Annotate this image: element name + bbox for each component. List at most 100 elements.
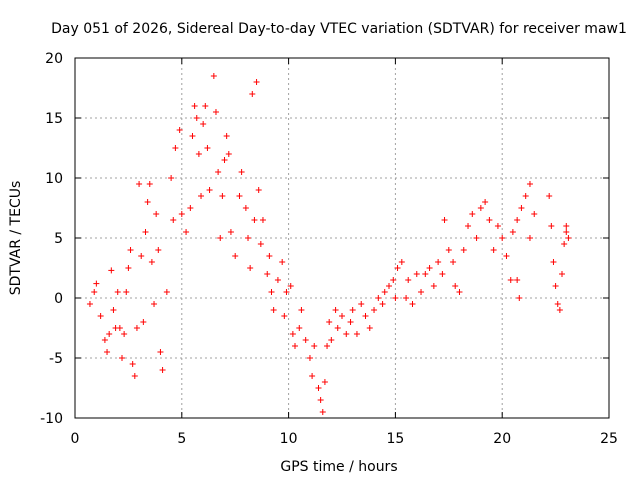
data-point	[469, 211, 476, 217]
data-point	[334, 325, 341, 331]
data-point	[486, 217, 493, 223]
data-point	[516, 295, 523, 301]
data-point	[93, 280, 100, 287]
data-point	[210, 73, 217, 79]
data-point	[170, 217, 177, 223]
data-point	[550, 259, 557, 265]
data-point	[219, 193, 226, 199]
data-point	[559, 271, 566, 277]
x-tick-label: 5	[177, 431, 186, 447]
data-point	[259, 217, 266, 223]
data-point	[409, 301, 416, 307]
y-tick-label: -5	[49, 351, 63, 367]
data-point	[257, 241, 264, 247]
y-tick-label: 10	[45, 171, 63, 187]
data-point	[499, 235, 506, 241]
data-point	[371, 307, 378, 313]
data-point	[418, 289, 425, 295]
data-point	[422, 271, 429, 277]
data-point	[298, 307, 305, 313]
data-point	[221, 157, 228, 163]
data-point	[321, 379, 328, 385]
y-ticks: -10 -5 0 5 10 15 20	[40, 51, 609, 427]
data-point	[146, 181, 153, 187]
data-point	[339, 313, 345, 319]
data-point	[441, 217, 448, 223]
data-point	[127, 247, 134, 253]
data-point	[155, 247, 162, 253]
data-point	[413, 271, 420, 277]
data-point	[490, 247, 497, 253]
data-point	[159, 367, 166, 373]
data-point	[238, 169, 245, 175]
data-point	[460, 247, 467, 253]
data-point	[473, 235, 480, 241]
data-point	[522, 193, 529, 199]
data-point	[514, 277, 521, 283]
data-point	[253, 79, 260, 85]
data-point	[439, 271, 446, 277]
data-point	[195, 151, 202, 157]
data-point	[435, 259, 442, 265]
data-point	[251, 217, 258, 223]
data-point	[292, 343, 299, 349]
data-point	[110, 307, 117, 313]
data-point	[319, 409, 326, 415]
x-tick-label: 0	[71, 431, 80, 447]
data-point	[144, 199, 151, 205]
data-point	[106, 331, 113, 337]
x-axis-label: GPS time / hours	[280, 459, 397, 475]
data-point	[217, 235, 224, 241]
data-point	[398, 259, 405, 265]
data-point	[140, 319, 147, 325]
data-point	[317, 397, 324, 403]
data-point	[247, 265, 254, 271]
data-point	[452, 283, 459, 289]
data-point	[302, 337, 309, 343]
data-point	[151, 301, 158, 307]
data-point	[198, 193, 205, 199]
data-point	[133, 325, 140, 331]
data-point	[270, 307, 277, 313]
data-point	[315, 385, 322, 391]
data-point	[193, 115, 200, 121]
data-point	[215, 169, 222, 175]
data-point	[242, 205, 249, 211]
data-point	[200, 121, 207, 127]
data-point	[116, 325, 123, 331]
data-point	[552, 283, 559, 289]
data-point	[138, 253, 145, 259]
data-point	[97, 313, 104, 319]
data-point	[86, 301, 93, 307]
data-point	[394, 265, 401, 271]
data-point	[172, 145, 179, 151]
data-point	[507, 277, 514, 283]
data-point	[176, 127, 183, 133]
data-point	[283, 289, 290, 295]
data-point	[366, 325, 373, 331]
data-point	[189, 133, 196, 139]
data-point	[362, 313, 369, 319]
data-point	[225, 151, 232, 157]
data-point	[390, 277, 397, 283]
data-point	[136, 181, 143, 187]
data-point	[526, 235, 533, 241]
data-point	[157, 349, 164, 355]
data-point	[108, 267, 115, 274]
data-point	[178, 211, 185, 217]
data-point	[563, 223, 570, 229]
data-point	[191, 103, 198, 109]
data-point	[142, 229, 149, 235]
data-point	[324, 343, 331, 349]
x-tick-label: 20	[493, 431, 511, 447]
data-point	[266, 253, 273, 259]
data-point	[311, 343, 318, 349]
data-point	[153, 211, 160, 217]
data-point	[403, 295, 410, 301]
data-point	[287, 283, 294, 289]
data-point	[385, 283, 392, 289]
data-point	[565, 235, 572, 241]
data-point	[125, 265, 132, 271]
data-point	[326, 319, 333, 325]
